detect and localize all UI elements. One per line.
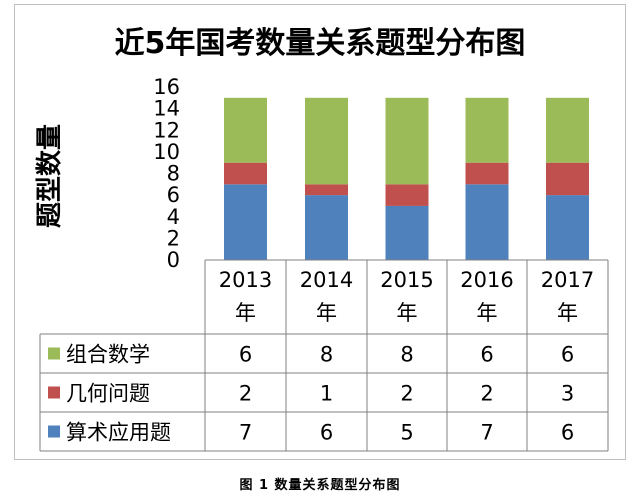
bar-segment: [385, 184, 429, 206]
table-cell-value: 8: [320, 343, 333, 367]
table-cell-value: 6: [239, 343, 252, 367]
x-category-label: 2016 年: [460, 268, 513, 325]
y-axis-label: 题型数量: [35, 124, 65, 228]
bar-segment: [546, 162, 589, 196]
bar-segment: [385, 205, 429, 260]
bar-segment: [465, 162, 509, 185]
table-cell-value: 8: [400, 343, 413, 367]
chart-title: 近5年国考数量关系题型分布图: [115, 26, 526, 61]
bar-segment: [224, 184, 267, 260]
y-tick-label: 16: [153, 75, 180, 99]
table-cell-value: 2: [400, 382, 413, 406]
table-cell-value: 7: [239, 421, 252, 445]
bar-segment: [224, 162, 267, 185]
x-category-label: 2015 年: [380, 268, 433, 325]
bar-segment: [305, 184, 348, 196]
legend-label: 几何问题: [66, 382, 150, 406]
table-cell-value: 7: [480, 421, 493, 445]
bar-segment: [546, 195, 589, 260]
legend-label: 算术应用题: [66, 421, 171, 445]
x-category-label: 2014 年: [300, 268, 353, 325]
y-tick-label: 6: [167, 183, 180, 207]
y-tick-label: 10: [153, 140, 180, 164]
y-tick-label: 12: [153, 118, 180, 142]
bar-segment: [465, 184, 509, 260]
bar-segment: [305, 97, 348, 185]
y-tick-label: 2: [167, 226, 180, 250]
y-tick-label: 14: [153, 97, 180, 121]
table-cell-value: 2: [480, 382, 493, 406]
bar-segment: [305, 195, 348, 260]
bar-segment: [385, 97, 429, 185]
y-tick-label: 8: [167, 162, 180, 186]
legend-swatch: [48, 347, 60, 360]
bar-segment: [465, 97, 509, 163]
y-tick-label: 0: [167, 248, 180, 272]
legend-label: 组合数学: [66, 343, 150, 367]
table-cell-value: 6: [561, 421, 574, 445]
x-category-label: 2017 年: [541, 268, 594, 325]
legend-swatch: [48, 386, 60, 399]
table-cell-value: 5: [400, 421, 413, 445]
figure-caption: 图 1 数量关系题型分布图: [239, 477, 400, 493]
bars: [224, 97, 589, 260]
table-cell-value: 6: [561, 343, 574, 367]
x-category-label: 2013 年: [219, 268, 272, 325]
bar-segment: [224, 97, 267, 163]
table-cell-value: 6: [320, 421, 333, 445]
table-cell-value: 1: [320, 382, 333, 406]
bar-segment: [546, 97, 589, 163]
table-cell-value: 2: [239, 382, 252, 406]
legend-swatch: [48, 425, 60, 438]
y-tick-label: 4: [167, 205, 180, 229]
table-cell-value: 3: [561, 382, 574, 406]
table-cell-value: 6: [480, 343, 493, 367]
